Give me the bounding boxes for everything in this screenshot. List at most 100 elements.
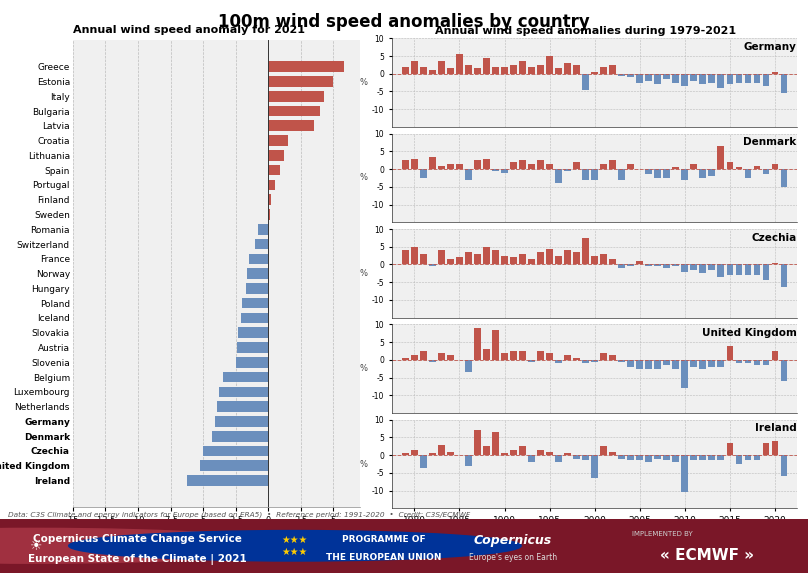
Y-axis label: %: % [360,269,368,278]
Text: Europe's eyes on Earth: Europe's eyes on Earth [469,554,558,562]
Bar [609,65,616,74]
Bar [700,169,706,178]
Bar [772,441,778,455]
Bar [247,268,268,279]
Bar [691,360,697,367]
Bar [772,351,778,360]
Bar [402,160,409,169]
Bar [781,265,787,288]
Bar [564,453,571,455]
Text: Ireland: Ireland [755,423,797,433]
Bar [255,239,268,249]
Bar [646,169,652,174]
Bar [492,329,499,360]
Bar [700,360,706,368]
Bar [537,160,544,169]
Bar [555,455,562,462]
Bar [492,66,499,74]
Bar [618,169,625,180]
Bar [600,353,607,360]
Bar [591,455,598,478]
Bar [672,360,680,368]
Bar [735,167,743,169]
Bar [600,254,607,265]
Bar [600,66,607,74]
Bar [574,358,580,360]
Bar [726,346,734,360]
Bar [501,353,508,360]
Bar [591,169,598,180]
Bar [637,261,643,265]
Bar [465,65,472,74]
Bar [520,61,526,74]
Bar [492,250,499,265]
Bar [646,455,652,462]
Bar [609,259,616,265]
Bar [420,254,427,265]
Bar [268,209,270,220]
Bar [654,265,661,266]
Bar [268,120,314,131]
Bar [709,455,715,461]
Bar [583,360,589,363]
Bar [456,164,463,169]
Text: THE EUROPEAN UNION: THE EUROPEAN UNION [326,554,441,562]
Bar [268,91,324,101]
Bar [465,169,472,180]
X-axis label: % of 1991-2020 mean: % of 1991-2020 mean [162,531,270,541]
Bar [726,265,734,275]
Text: Czechia: Czechia [751,233,797,242]
Bar [654,74,661,84]
Bar [781,455,787,476]
Bar [763,360,769,365]
Bar [618,265,625,268]
Text: IMPLEMENTED BY: IMPLEMENTED BY [632,531,693,537]
Bar [564,355,571,360]
Bar [546,249,553,265]
Bar [681,169,688,180]
Bar [456,257,463,265]
Bar [246,283,268,294]
Bar [763,443,769,455]
Bar [663,360,670,365]
Bar [520,160,526,169]
Y-axis label: %: % [360,460,368,469]
Bar [555,360,562,363]
Bar [754,265,760,275]
Bar [465,360,472,372]
Bar [501,66,508,74]
Bar [402,66,409,74]
Bar [637,74,643,83]
Bar [520,446,526,455]
Bar [402,358,409,360]
Bar [438,353,445,360]
Bar [215,416,268,427]
Y-axis label: %: % [360,364,368,373]
Bar [654,455,661,459]
Bar [447,259,454,265]
Bar [402,250,409,265]
Bar [474,328,481,360]
Bar [637,455,643,461]
Bar [600,164,607,169]
Bar [772,262,778,265]
Bar [438,61,445,74]
Bar [474,68,481,74]
Bar [528,164,535,169]
Bar [465,252,472,265]
Bar [528,259,535,265]
Bar [609,452,616,455]
Bar [618,74,625,76]
Bar [709,169,715,176]
Bar [627,455,634,461]
Bar [537,351,544,360]
Bar [627,360,634,367]
Bar [627,164,634,169]
Bar [691,164,697,169]
Bar [483,349,490,360]
Bar [672,455,680,462]
Bar [672,167,680,169]
Bar [583,455,589,461]
Bar [555,256,562,265]
Bar [546,56,553,74]
